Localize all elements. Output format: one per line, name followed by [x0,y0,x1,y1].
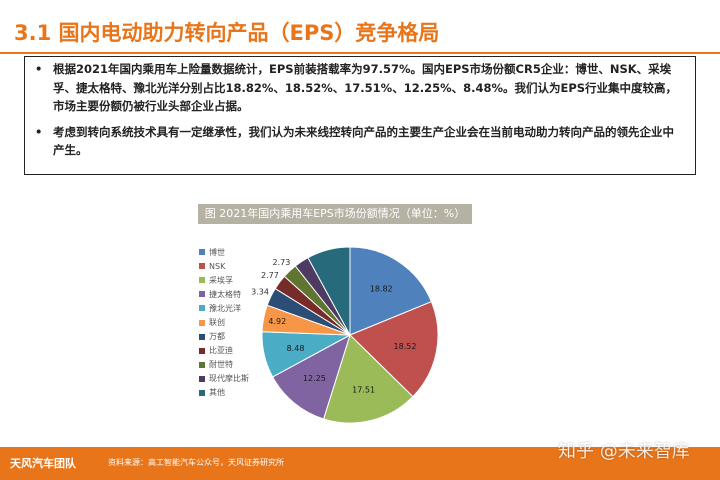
legend-swatch [199,263,205,270]
legend-label: 博世 [209,247,225,257]
legend-swatch [199,277,205,284]
legend-swatch [199,361,205,368]
page-title: 3.1 国内电动助力转向产品（EPS）竞争格局 [14,21,440,45]
legend-label: NSK [209,261,226,271]
footer-team: 天风汽车团队 [10,457,76,470]
legend-item: 联创 [199,315,249,329]
bullet-item-1: • 根据2021年国内乘用车上险量数据统计，EPS前装搭载率为97.57%。国内… [35,60,685,116]
bullet-text-2: 考虑到转向系统技术具有一定继承性，我们认为未来线控转向产品的主要生产企业会在当前… [53,124,674,158]
legend-swatch [199,305,205,312]
slice-data-label: 3.34 [251,288,269,297]
legend-item: 耐世特 [199,358,249,372]
watermark-text: 知乎 @未来智库 [558,441,690,462]
pie-slice [307,246,351,336]
chart-title: 图 2021年国内乘用车EPS市场份额情况（单位：%） [198,204,472,224]
summary-box: • 根据2021年国内乘用车上险量数据统计，EPS前装搭载率为97.57%。国内… [24,56,696,175]
legend-item: 比亚迪 [199,344,249,358]
legend-item: 博世 [199,245,249,259]
slice-data-label: 2.77 [261,271,279,280]
legend-swatch [199,389,205,396]
legend-label: 比亚迪 [209,346,233,356]
legend-swatch [199,291,205,298]
legend-item: 豫北光洋 [199,301,249,315]
slice-data-label: 17.51 [352,385,375,394]
legend-label: 采埃孚 [209,275,233,285]
legend-label: 现代摩比斯 [209,374,249,384]
footer-bar: 天风汽车团队 资料来源：高工智能汽车公众号，天风证券研究所 [0,447,720,480]
slice-data-label: 2.73 [272,258,290,267]
slice-data-label: 18.82 [370,285,393,294]
pie-slice [349,301,439,398]
bullet-dot-icon: • [35,62,43,76]
legend-label: 联创 [209,318,225,328]
legend-item: NSK [199,259,249,273]
legend-item: 采埃孚 [199,273,249,287]
title-divider [0,52,720,54]
legend-label: 其他 [209,388,225,398]
legend-swatch [199,249,205,256]
slice-data-label: 8.48 [287,344,305,353]
slice-data-label: 18.52 [394,342,417,351]
chart-legend: 博世 NSK 采埃孚捷太格特豫北光洋联创万都比亚迪耐世特现代摩比斯其他 [199,245,249,400]
pie-slice [349,246,433,336]
legend-swatch [199,319,205,326]
pie-slice [322,334,414,424]
legend-item: 捷太格特 [199,287,249,301]
slice-data-label: 4.92 [268,317,286,326]
legend-swatch [199,347,205,354]
pie-slice [271,333,351,420]
legend-item: 现代摩比斯 [199,372,249,386]
bullet-text-1: 根据2021年国内乘用车上险量数据统计，EPS前装搭载率为97.57%。国内EP… [53,62,678,113]
legend-label: 豫北光洋 [209,303,241,313]
legend-swatch [199,375,205,382]
legend-label: 万都 [209,332,225,342]
legend-item: 万都 [199,330,249,344]
bullet-dot-icon: • [35,124,43,139]
slice-data-label: 12.25 [303,374,326,383]
legend-swatch [199,333,205,340]
bullet-item-2: • 考虑到转向系统技术具有一定继承性，我们认为未来线控转向产品的主要生产企业会在… [35,123,685,160]
footer-source: 资料来源：高工智能汽车公众号，天风证券研究所 [108,458,284,467]
legend-item: 其他 [199,386,249,400]
legend-label: 捷太格特 [209,289,241,299]
legend-label: 耐世特 [209,360,233,370]
